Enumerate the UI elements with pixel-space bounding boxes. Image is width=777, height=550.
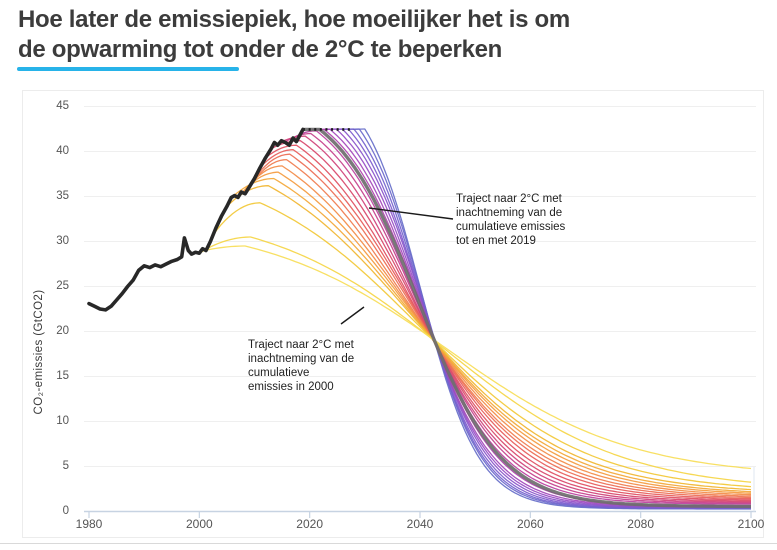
y-tick-label: 40 — [56, 144, 69, 157]
page-title-line1: Hoe later de emissiepiek, hoe moeilijker… — [18, 6, 570, 33]
chart-card: CO₂-emissies (GtCO2) 45 40 35 30 25 20 15 10 5 0 … — [22, 90, 764, 538]
page-title-line2: de opwarming tot onder de 2°C te beperke… — [18, 36, 503, 63]
y-tick-label: 25 — [56, 279, 69, 292]
x-tick-label: 2060 — [516, 517, 544, 531]
bottom-divider — [0, 543, 777, 544]
y-tick-label: 15 — [56, 369, 69, 382]
x-tick-label: 2020 — [296, 517, 323, 531]
y-tick-label: 30 — [56, 234, 69, 247]
x-tick-label: 2080 — [627, 517, 654, 531]
y-axis-title-text: CO₂-emissies (GtCO2) — [33, 289, 45, 415]
y-tick-label: 45 — [56, 99, 69, 112]
x-tick-label: 2040 — [406, 517, 434, 531]
title-underline — [17, 67, 239, 71]
y-tick-label: 10 — [56, 414, 69, 427]
y-tick-label: 0 — [62, 504, 69, 517]
annotation-2019: Traject naar 2°C met inachtneming van de… — [456, 193, 566, 247]
y-tick-label: 35 — [56, 189, 69, 202]
y-tick-label: 5 — [62, 459, 69, 472]
annotation-2000: Traject naar 2°C met inachtneming van de… — [248, 339, 355, 393]
x-tick-label: 1980 — [75, 517, 103, 531]
x-tick-label: 2100 — [737, 517, 765, 531]
emissions-chart-svg — [84, 106, 756, 518]
x-tick-label: 2000 — [185, 517, 213, 531]
y-tick-label: 20 — [56, 324, 69, 337]
page-title: Hoe later de emissiepiek, hoe moeilijker… — [18, 5, 570, 65]
